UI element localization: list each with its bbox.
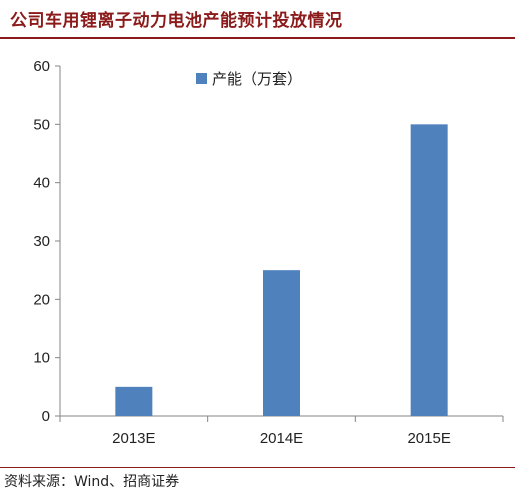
source-divider xyxy=(0,467,515,468)
page-title: 公司车用锂离子动力电池产能预计投放情况 xyxy=(10,11,343,31)
y-tick-label: 20 xyxy=(33,291,50,308)
x-tick-label: 2013E xyxy=(112,430,155,447)
y-tick-label: 50 xyxy=(33,116,50,133)
source-note: 资料来源：Wind、招商证券 xyxy=(4,474,180,490)
legend: 产能（万套） xyxy=(196,70,302,88)
title-divider xyxy=(0,37,515,39)
bars xyxy=(115,124,448,416)
bar-2013E xyxy=(115,386,153,416)
y-tick-label: 60 xyxy=(33,58,50,75)
y-tick-label: 0 xyxy=(42,408,50,425)
bar-chart: 0 10 20 30 40 50 60 2013E 2014E 2015E 产能（万套） xyxy=(33,58,504,447)
bar-2015E xyxy=(410,124,448,416)
bar-2014E xyxy=(263,270,300,416)
x-tick-label: 2014E xyxy=(260,430,303,447)
y-axis: 0 10 20 30 40 50 60 xyxy=(33,58,61,425)
y-tick-label: 30 xyxy=(33,233,50,250)
legend-label: 产能（万套） xyxy=(212,70,302,88)
y-tick-label: 10 xyxy=(33,350,50,367)
x-axis: 2013E 2014E 2015E xyxy=(59,415,504,447)
y-tick-label: 40 xyxy=(33,175,50,192)
x-tick-label: 2015E xyxy=(407,430,450,447)
legend-swatch xyxy=(196,73,207,84)
